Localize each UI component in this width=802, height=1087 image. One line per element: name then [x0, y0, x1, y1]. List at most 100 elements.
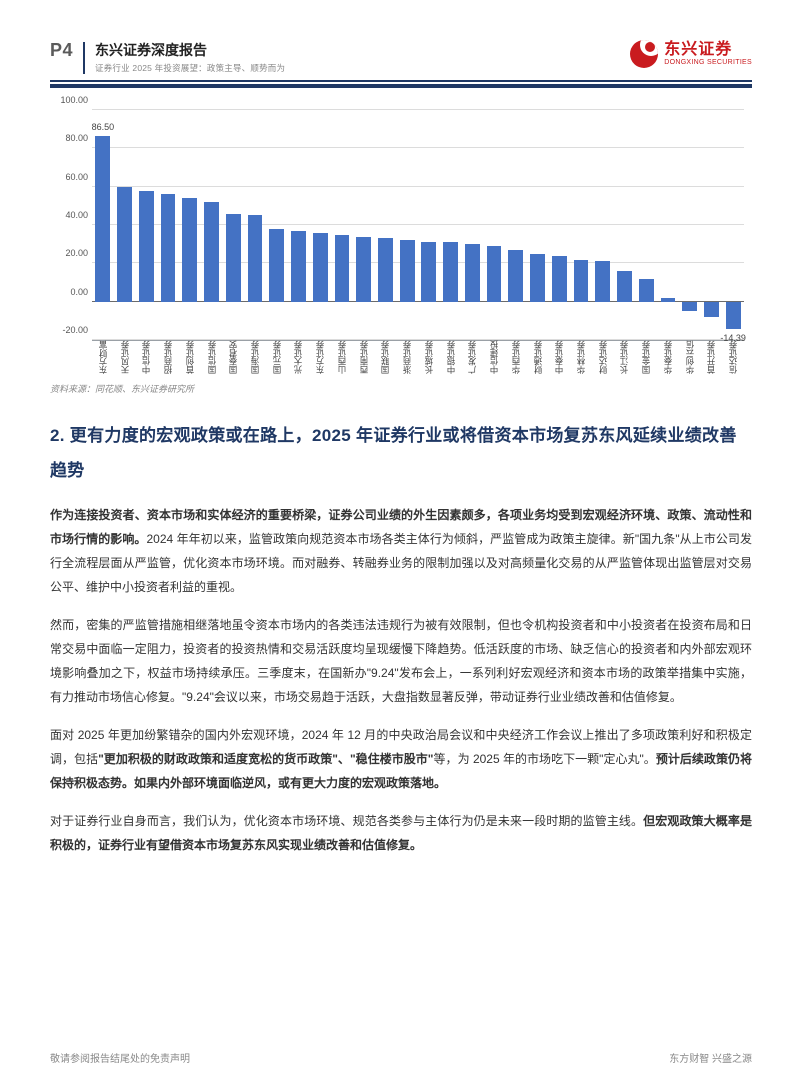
x-tick: 华泰证券	[657, 341, 679, 376]
bar	[226, 214, 241, 302]
bar	[182, 198, 197, 302]
x-tick-label: 中泰证券	[553, 339, 565, 374]
x-tick: 广发证券	[461, 341, 483, 376]
bar	[726, 302, 741, 330]
bar	[139, 191, 154, 302]
x-tick-label: 国联证券	[379, 339, 391, 374]
bar-slot	[679, 110, 701, 340]
x-tick: 招商证券	[157, 341, 179, 376]
chart-area: -20.000.0020.0040.0060.0080.00100.0086.5…	[50, 106, 752, 376]
bar	[378, 238, 393, 301]
logo-icon	[630, 40, 658, 68]
bar	[117, 187, 132, 302]
body-paragraphs: 作为连接投资者、资本市场和实体经济的重要桥梁，证券公司业绩的外生因素颇多，各项业…	[50, 503, 752, 857]
y-tick-label: 0.00	[50, 287, 88, 297]
bar-slot	[701, 110, 723, 340]
x-tick: 长江证券	[614, 341, 636, 376]
bar-slot	[657, 110, 679, 340]
paragraph: 对于证券行业自身而言，我们认为，优化资本市场环境、规范各类参与主体行为仍是未来一…	[50, 809, 752, 857]
y-tick-label: 60.00	[50, 172, 88, 182]
paragraph: 作为连接投资者、资本市场和实体经济的重要桥梁，证券公司业绩的外生因素颇多，各项业…	[50, 503, 752, 599]
x-tick-label: 光大证券	[292, 339, 304, 374]
bar-slot	[201, 110, 223, 340]
bar-slot	[548, 110, 570, 340]
bar-slot	[527, 110, 549, 340]
title-block: 东兴证券深度报告 证券行业 2025 年投资展望：政策主导、顺势而为	[95, 40, 285, 74]
x-tick-label: 国泰君安	[227, 339, 239, 374]
bar-slot	[309, 110, 331, 340]
paragraph: 然而，密集的严监管措施相继落地虽令资本市场内的各类违法违规行为被有效限制，但也令…	[50, 613, 752, 709]
x-tick: 首开证券	[701, 341, 723, 376]
x-tick-label: 中信建投	[488, 339, 500, 374]
x-tick-label: 山西证券	[336, 339, 348, 374]
x-tick-label: 浙商证券	[401, 339, 413, 374]
report-subtitle: 证券行业 2025 年投资展望：政策主导、顺势而为	[95, 62, 285, 74]
x-tick-label: 信达证券	[727, 339, 739, 374]
bar-slot	[92, 110, 114, 340]
x-tick: 华林证券	[570, 341, 592, 376]
bar-slot	[222, 110, 244, 340]
section-heading: 2. 更有力度的宏观政策或在路上，2025 年证券行业或将借资本市场复苏东风延续…	[50, 419, 752, 489]
x-tick: 国元证券	[266, 341, 288, 376]
bar-slot	[505, 110, 527, 340]
logo-en: DONGXING SECURITIES	[664, 59, 752, 66]
plot-area: -20.000.0020.0040.0060.0080.00100.0086.5…	[92, 110, 744, 341]
x-tick: 国联证券	[375, 341, 397, 376]
x-tick-label: 长江证券	[618, 339, 630, 374]
header-left: P4 东兴证券深度报告 证券行业 2025 年投资展望：政策主导、顺势而为	[50, 40, 285, 74]
bar-slot	[461, 110, 483, 340]
x-tick: 光大证券	[288, 341, 310, 376]
bar	[682, 302, 697, 312]
bar	[400, 240, 415, 301]
x-tick-label: 广发证券	[466, 339, 478, 374]
x-tick: 财通证券	[527, 341, 549, 376]
bar-slot	[635, 110, 657, 340]
bar-slot	[353, 110, 375, 340]
x-tick-label: 财通证券	[532, 339, 544, 374]
x-tick-label: 华泰证券	[662, 339, 674, 374]
footer-motto: 东方财智 兴盛之源	[669, 1050, 752, 1065]
company-logo: 东兴证券 DONGXING SECURITIES	[630, 40, 752, 68]
bar-slot	[135, 110, 157, 340]
logo-text: 东兴证券 DONGXING SECURITIES	[664, 42, 752, 66]
x-tick-label: 招商证券	[162, 339, 174, 374]
header-rule-thin	[50, 80, 752, 82]
x-tick-label: 中信证券	[140, 339, 152, 374]
page-number: P4	[50, 40, 73, 61]
bar-slot	[483, 110, 505, 340]
bar	[269, 229, 284, 302]
bar-slot	[722, 110, 744, 340]
x-tick: 中泰证券	[548, 341, 570, 376]
y-tick-label: 80.00	[50, 133, 88, 143]
page-footer: 敬请参阅报告结尾处的免责声明 东方财智 兴盛之源	[50, 1050, 752, 1065]
bar-slot	[266, 110, 288, 340]
x-tick-label: 天风证券	[119, 339, 131, 374]
bar-slot	[396, 110, 418, 340]
bar-slot	[440, 110, 462, 340]
bar-slot	[418, 110, 440, 340]
x-tick-label: 东方证券	[314, 339, 326, 374]
bar-slot	[614, 110, 636, 340]
bar	[595, 261, 610, 301]
x-tick: 首创证券	[179, 341, 201, 376]
bar	[508, 250, 523, 302]
bar	[204, 202, 219, 302]
x-tick-label: 东方财富	[97, 339, 109, 374]
header-rule-thick	[50, 84, 752, 88]
x-tick: 天风证券	[114, 341, 136, 376]
bar-chart: -20.000.0020.0040.0060.0080.00100.0086.5…	[50, 106, 752, 395]
x-tick-label: 首开证券	[705, 339, 717, 374]
logo-cn: 东兴证券	[664, 42, 752, 58]
bar	[291, 231, 306, 302]
x-tick: 中信证券	[135, 341, 157, 376]
x-tick: 国信证券	[201, 341, 223, 376]
y-tick-label: -20.00	[50, 325, 88, 335]
bar-slot	[244, 110, 266, 340]
page-header: P4 东兴证券深度报告 证券行业 2025 年投资展望：政策主导、顺势而为 东兴…	[50, 40, 752, 74]
x-tick-label: 华林证券	[575, 339, 587, 374]
bar	[552, 256, 567, 302]
bar	[487, 246, 502, 302]
x-tick: 东方证券	[309, 341, 331, 376]
bar	[95, 136, 110, 302]
x-tick-label: 财达证券	[597, 339, 609, 374]
